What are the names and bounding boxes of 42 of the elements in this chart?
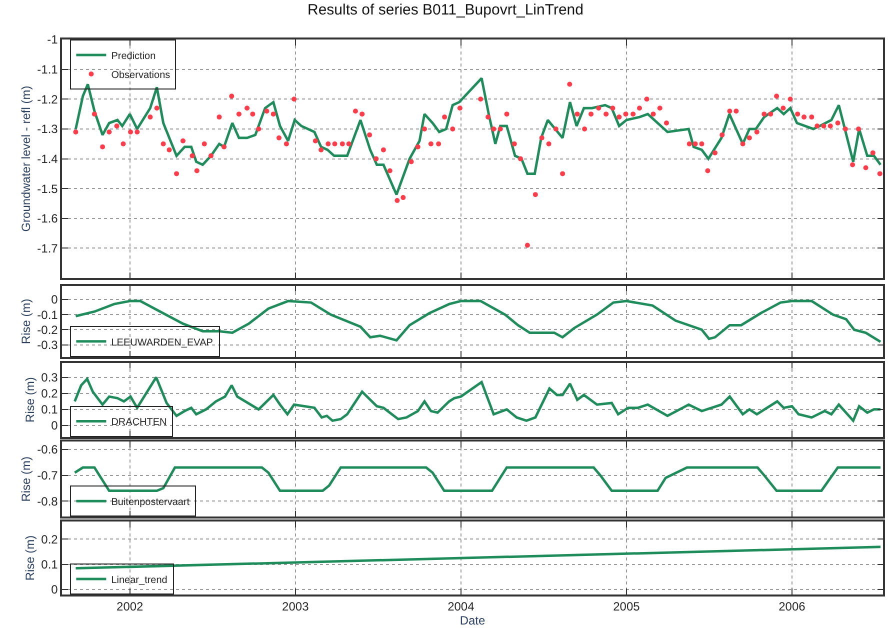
legend-label: Prediction [111, 50, 156, 62]
y-tick-label: -1.4 [37, 152, 58, 166]
y-tick-label: 0 [51, 418, 58, 433]
y-tick-label: -0.2 [37, 322, 58, 337]
series-label: DRACHTEN [111, 417, 167, 428]
x-tick-label: 2004 [448, 600, 475, 614]
y-tick-label: -0.7 [37, 468, 58, 482]
series-label: Linear_trend [111, 574, 168, 586]
line-series [74, 466, 882, 492]
y-axis-title: Rise (m) [18, 298, 33, 344]
y-tick-label: -0.6 [37, 442, 58, 457]
y-tick-label: -1.3 [37, 122, 58, 136]
y-tick-label: -1.6 [37, 212, 58, 226]
y-tick-label: 0.3 [41, 370, 58, 384]
legend-label: Buitenpostervaart [111, 496, 190, 508]
y-tick-label: -1.5 [37, 182, 58, 196]
y-tick-label: -1 [47, 32, 58, 47]
y-tick-label: 0.1 [41, 402, 58, 417]
y-tick-label: 0 [51, 582, 58, 597]
y-tick-label: -1.7 [37, 241, 58, 256]
y-tick-label: 0.2 [41, 532, 58, 546]
legend-label: Observations [111, 70, 170, 81]
x-tick-label: 2003 [282, 600, 310, 614]
y-tick-label: -0.3 [37, 338, 58, 352]
legend-label: LEEUWARDEN_EVAP [111, 337, 214, 348]
y-axis-title: Rise (m) [22, 377, 37, 422]
y-tick-label: -1.2 [37, 92, 58, 106]
y-axis-title: Rise (m) [18, 456, 33, 502]
x-tick-label: 2002 [116, 600, 144, 614]
y-tick-label: -1.1 [37, 62, 58, 77]
chart-title: Results of series B011_Bupovrt_LinTrend [308, 2, 584, 18]
x-tick-label: 2005 [613, 600, 640, 614]
x-axis-title: Date [460, 614, 486, 628]
y-axis-title: Rise (m) [22, 535, 37, 581]
x-tick-label: 2006 [778, 600, 806, 614]
y-tick-label: 0.1 [41, 557, 58, 572]
y-tick-label: -0.8 [37, 494, 58, 508]
y-tick-label: -0.1 [37, 308, 58, 322]
y-axis-title: Groundwater level - refl (m) [18, 86, 33, 232]
y-tick-label: 0 [51, 292, 58, 307]
y-tick-label: 0.2 [41, 386, 58, 401]
line-series [74, 77, 882, 196]
